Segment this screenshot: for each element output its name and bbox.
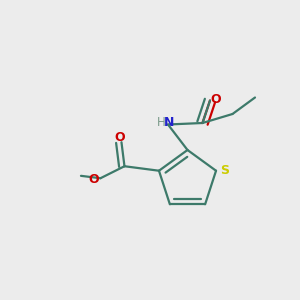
Text: O: O (88, 173, 99, 186)
Text: H: H (156, 116, 165, 129)
Text: O: O (211, 92, 221, 106)
Text: O: O (115, 131, 125, 144)
Text: N: N (164, 116, 175, 129)
Text: S: S (220, 164, 229, 177)
